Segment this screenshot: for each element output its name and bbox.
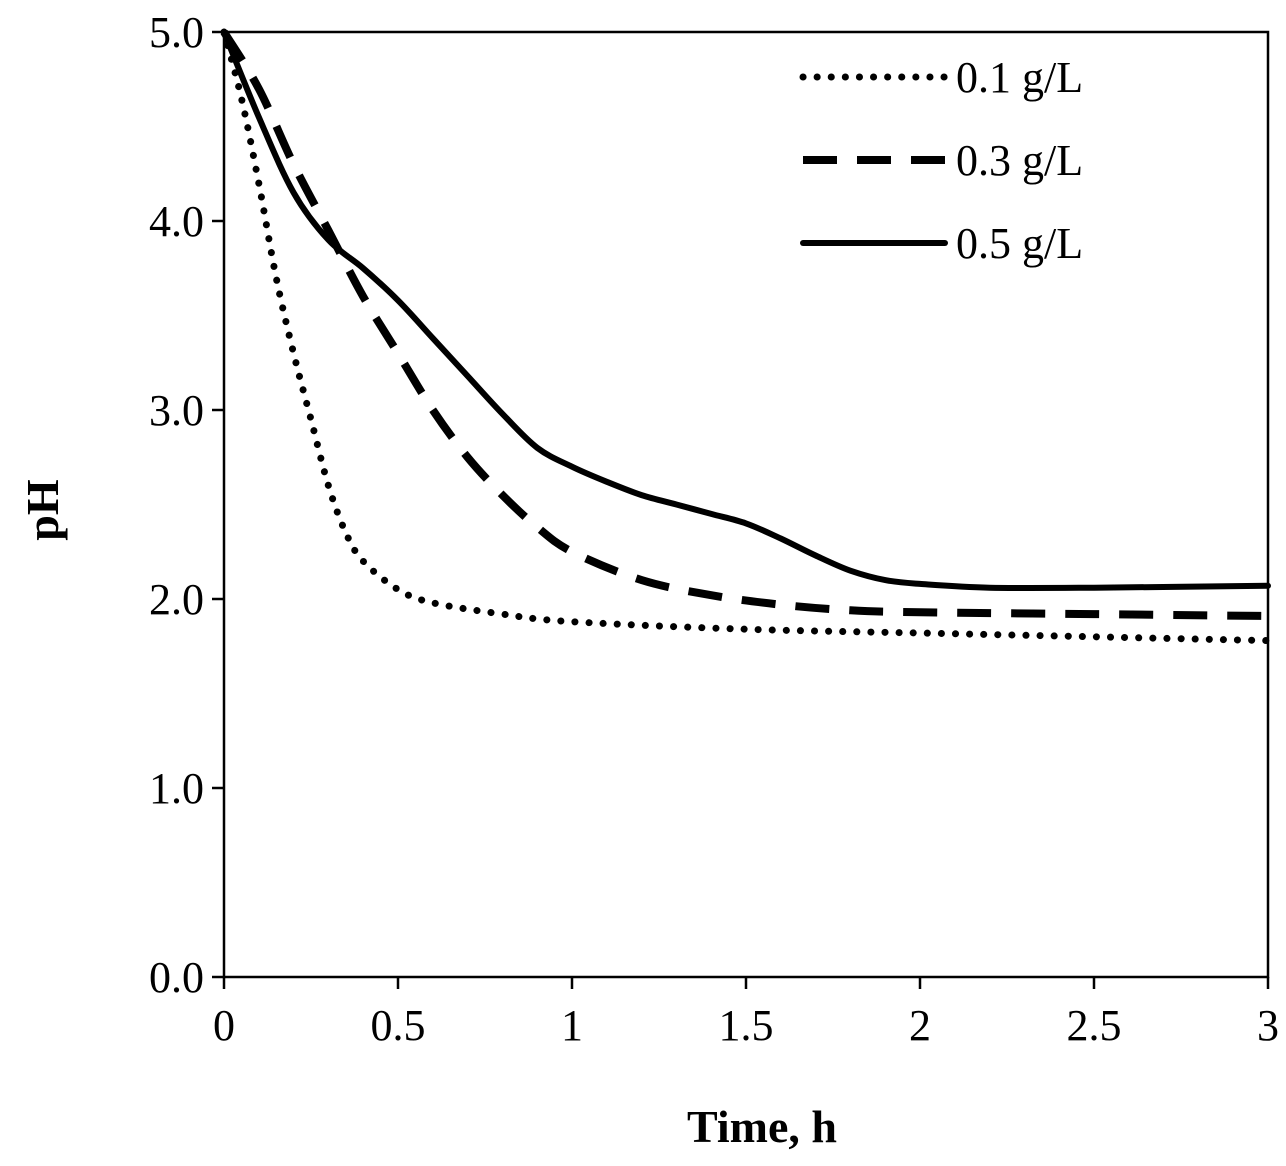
- x-tick-label: 1: [561, 1001, 583, 1050]
- x-tick-label: 3: [1257, 1001, 1279, 1050]
- y-tick-label: 4.0: [149, 197, 204, 246]
- y-tick-label: 5.0: [149, 8, 204, 57]
- series-line-solid: [221, 29, 1271, 592]
- y-tick-label: 0.0: [149, 953, 204, 1002]
- x-axis: 0 0.5 1 1.5 2 2.5 3: [213, 977, 1279, 1050]
- y-tick-label: 2.0: [149, 575, 204, 624]
- y-tick-label: 3.0: [149, 386, 204, 435]
- series-line-dashed: [220, 29, 1269, 620]
- series-layer: [220, 28, 1272, 645]
- x-tick-label: 0: [213, 1001, 235, 1050]
- y-axis-title: pH: [17, 479, 68, 541]
- y-axis: 0.0 1.0 2.0 3.0 4.0 5.0: [149, 8, 224, 1002]
- x-tick-label: 2.5: [1067, 1001, 1122, 1050]
- series-line-dotted: [220, 28, 1272, 645]
- plot-area: [222, 30, 1270, 979]
- legend: 0.1 g/L 0.3 g/L 0.5 g/L: [799, 53, 1083, 268]
- y-tick-label: 1.0: [149, 764, 204, 813]
- legend-label: 0.3 g/L: [956, 136, 1083, 185]
- legend-label: 0.1 g/L: [956, 53, 1083, 102]
- x-tick-label: 0.5: [371, 1001, 426, 1050]
- x-tick-label: 2: [909, 1001, 931, 1050]
- x-axis-title: Time, h: [687, 1101, 837, 1152]
- plot-frame: [222, 30, 1270, 979]
- x-tick-label: 1.5: [719, 1001, 774, 1050]
- legend-label: 0.5 g/L: [956, 219, 1083, 268]
